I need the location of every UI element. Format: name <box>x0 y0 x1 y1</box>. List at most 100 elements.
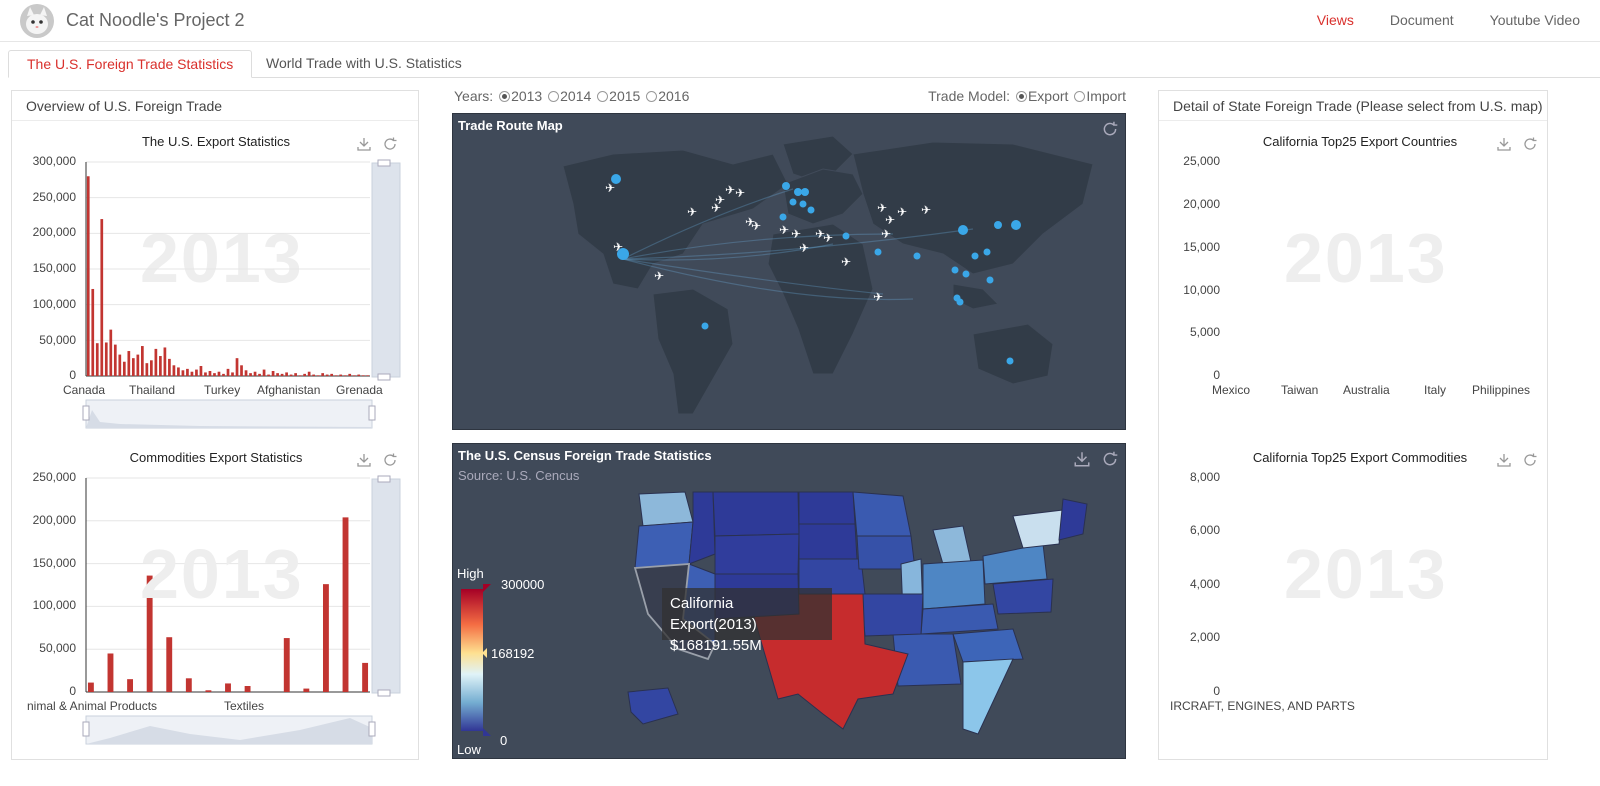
export-bar[interactable] <box>186 368 189 376</box>
export-bar[interactable] <box>131 358 135 376</box>
commodity-bar[interactable] <box>244 686 251 692</box>
refresh-icon[interactable] <box>382 136 398 152</box>
export-bar[interactable] <box>294 373 297 376</box>
export-bar[interactable] <box>217 371 221 376</box>
export-bar[interactable] <box>190 371 194 376</box>
tab-us-foreign-trade[interactable]: The U.S. Foreign Trade Statistics <box>8 50 253 78</box>
export-bar[interactable] <box>91 288 95 376</box>
nav-youtube-video[interactable]: Youtube Video <box>1489 12 1580 28</box>
export-bar[interactable] <box>312 374 316 376</box>
export-bar[interactable] <box>348 373 352 376</box>
refresh-icon[interactable] <box>1101 120 1119 138</box>
export-bar[interactable] <box>366 375 370 376</box>
commodity-bar[interactable] <box>225 683 231 692</box>
commodity-bar[interactable] <box>185 678 192 692</box>
export-bar[interactable] <box>136 354 140 376</box>
refresh-icon[interactable] <box>1522 136 1538 152</box>
commodity-bar[interactable] <box>303 688 310 692</box>
export-bar[interactable] <box>100 219 104 376</box>
export-bar[interactable] <box>204 372 207 376</box>
export-bar[interactable] <box>343 375 347 376</box>
commodity-bar[interactable] <box>283 638 290 692</box>
export-bar[interactable] <box>181 370 185 376</box>
export-bar[interactable] <box>140 346 144 376</box>
export-bar[interactable] <box>235 358 239 376</box>
export-bar[interactable] <box>334 375 338 376</box>
refresh-icon[interactable] <box>382 452 398 468</box>
export-bar[interactable] <box>122 361 126 376</box>
export-bar[interactable] <box>226 368 230 376</box>
export-bar[interactable] <box>222 373 225 376</box>
commodities-y-zoom-slider[interactable] <box>371 478 401 694</box>
export-bar[interactable] <box>258 373 261 376</box>
export-bar[interactable] <box>321 373 325 376</box>
commodity-bar[interactable] <box>127 679 134 692</box>
export-bar[interactable] <box>352 375 356 376</box>
commodity-bar[interactable] <box>362 662 369 692</box>
export-bar[interactable] <box>276 373 279 376</box>
export-bar[interactable] <box>307 371 311 376</box>
export-bar[interactable] <box>244 370 248 376</box>
download-icon[interactable] <box>1496 136 1512 152</box>
nav-document[interactable]: Document <box>1389 12 1454 28</box>
export-bar[interactable] <box>330 373 334 376</box>
commodity-bar[interactable] <box>205 690 212 692</box>
export-bar[interactable] <box>172 365 176 376</box>
download-icon[interactable] <box>356 136 372 152</box>
export-bar[interactable] <box>154 348 158 376</box>
export-bar[interactable] <box>280 373 284 376</box>
export-bar[interactable] <box>177 367 180 376</box>
year-radio-2016[interactable] <box>646 91 658 102</box>
export-bar[interactable] <box>150 360 153 376</box>
model-radio-export[interactable] <box>1015 91 1027 102</box>
export-bar[interactable] <box>271 371 275 376</box>
export-bar[interactable] <box>213 373 216 376</box>
commodity-bar[interactable] <box>342 517 349 692</box>
export-y-zoom-slider[interactable] <box>371 162 401 378</box>
export-bar[interactable] <box>240 365 243 376</box>
commodity-bar[interactable] <box>146 575 153 692</box>
export-bar[interactable] <box>113 344 117 376</box>
export-bar[interactable] <box>168 358 171 376</box>
export-x-zoom-slider[interactable] <box>85 399 373 429</box>
refresh-icon[interactable] <box>1522 452 1538 468</box>
year-radio-2013[interactable] <box>499 91 511 102</box>
commodity-bar[interactable] <box>107 653 114 692</box>
export-bar[interactable] <box>289 374 293 376</box>
export-bar[interactable] <box>118 354 122 376</box>
export-bar[interactable] <box>303 373 306 376</box>
year-radio-2014[interactable] <box>548 91 560 102</box>
export-bar[interactable] <box>253 371 257 376</box>
nav-views[interactable]: Views <box>1316 12 1354 28</box>
export-bar[interactable] <box>249 373 252 376</box>
year-radio-2015[interactable] <box>597 91 609 102</box>
tab-world-trade[interactable]: World Trade with U.S. Statistics <box>266 55 462 71</box>
trade-route-map[interactable]: Trade Route Map <box>452 113 1126 430</box>
download-icon[interactable] <box>356 452 372 468</box>
export-bar[interactable] <box>95 343 99 376</box>
export-bar[interactable] <box>163 347 167 376</box>
download-icon[interactable] <box>1496 452 1512 468</box>
refresh-icon[interactable] <box>1101 450 1119 468</box>
export-bar[interactable] <box>104 342 108 376</box>
export-bar[interactable] <box>298 375 302 376</box>
download-icon[interactable] <box>1073 450 1091 468</box>
model-radio-import[interactable] <box>1074 91 1086 102</box>
export-bar[interactable] <box>109 329 113 376</box>
export-bar[interactable] <box>339 374 343 376</box>
export-bar[interactable] <box>231 372 234 376</box>
export-bar[interactable] <box>145 363 149 376</box>
export-bar[interactable] <box>199 366 203 376</box>
export-bar[interactable] <box>159 356 162 376</box>
export-bar[interactable] <box>86 176 90 376</box>
export-bar[interactable] <box>316 375 320 376</box>
export-bar[interactable] <box>325 374 329 376</box>
export-bar[interactable] <box>361 375 365 376</box>
export-bar[interactable] <box>357 374 361 376</box>
export-bar[interactable] <box>285 372 288 376</box>
export-bar[interactable] <box>262 369 266 376</box>
export-bar[interactable] <box>127 351 131 376</box>
commodity-bar[interactable] <box>87 682 94 692</box>
commodity-bar[interactable] <box>322 584 329 692</box>
commodity-bar[interactable] <box>166 637 173 692</box>
